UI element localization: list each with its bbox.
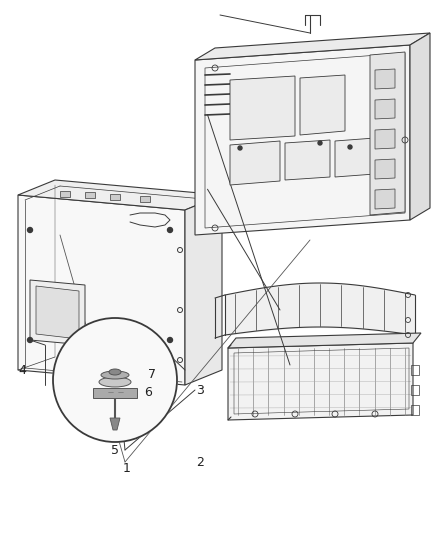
Polygon shape xyxy=(60,191,70,197)
Polygon shape xyxy=(110,418,120,430)
Polygon shape xyxy=(195,33,430,60)
Polygon shape xyxy=(230,141,280,185)
Text: 3: 3 xyxy=(196,384,204,397)
Circle shape xyxy=(28,228,32,232)
Polygon shape xyxy=(285,140,330,180)
Ellipse shape xyxy=(99,377,131,387)
Polygon shape xyxy=(30,280,85,345)
Polygon shape xyxy=(185,195,222,385)
Ellipse shape xyxy=(101,371,129,379)
Polygon shape xyxy=(375,129,395,149)
Polygon shape xyxy=(335,138,375,177)
Text: 5: 5 xyxy=(111,443,119,456)
Circle shape xyxy=(167,228,173,232)
Polygon shape xyxy=(93,388,137,398)
Text: 7: 7 xyxy=(148,368,156,382)
Polygon shape xyxy=(228,343,413,420)
Polygon shape xyxy=(375,69,395,89)
Polygon shape xyxy=(300,75,345,135)
Polygon shape xyxy=(18,195,185,385)
Polygon shape xyxy=(228,333,421,348)
Polygon shape xyxy=(375,99,395,119)
Circle shape xyxy=(167,337,173,343)
Circle shape xyxy=(53,318,177,442)
Text: 4: 4 xyxy=(18,364,26,376)
Polygon shape xyxy=(195,45,410,235)
Polygon shape xyxy=(110,194,120,200)
Polygon shape xyxy=(140,196,150,203)
Circle shape xyxy=(238,146,242,150)
Ellipse shape xyxy=(109,369,121,375)
Text: 2: 2 xyxy=(196,456,204,469)
Circle shape xyxy=(28,337,32,343)
Text: 1: 1 xyxy=(123,462,131,474)
Polygon shape xyxy=(230,76,295,140)
Polygon shape xyxy=(375,159,395,179)
Polygon shape xyxy=(36,286,79,339)
Circle shape xyxy=(318,141,322,145)
Polygon shape xyxy=(18,180,222,210)
Text: 6: 6 xyxy=(144,386,152,400)
Polygon shape xyxy=(85,192,95,198)
Polygon shape xyxy=(375,189,395,209)
Polygon shape xyxy=(410,33,430,220)
Circle shape xyxy=(348,145,352,149)
Polygon shape xyxy=(370,52,405,215)
